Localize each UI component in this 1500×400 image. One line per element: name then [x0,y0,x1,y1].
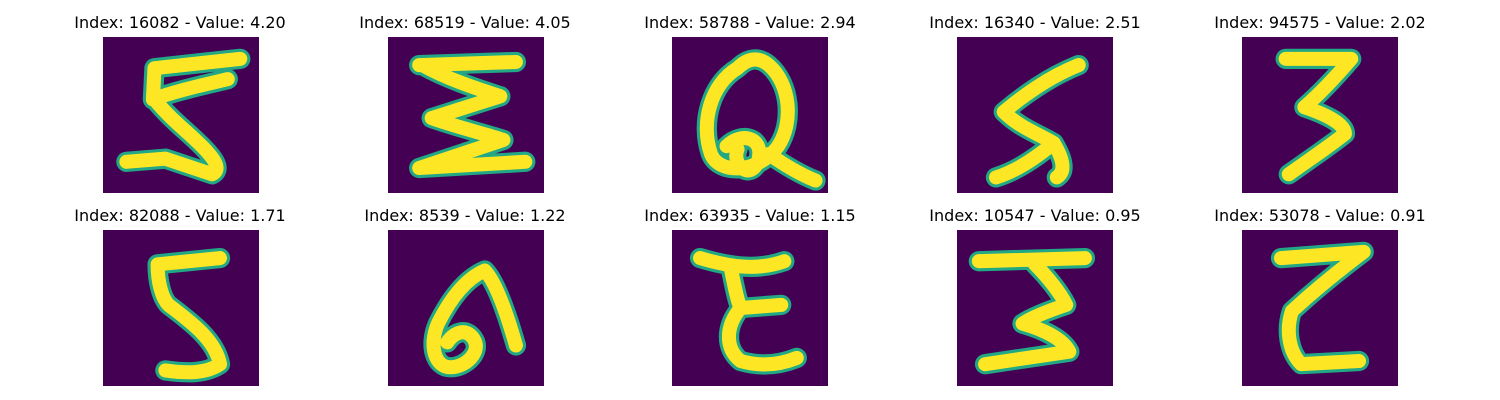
image-panel [672,230,828,386]
image-panels [103,37,1398,386]
panel-title: Index: 10547 - Value: 0.95 [929,206,1140,225]
stroke-core [971,251,1092,372]
glyph-3-stroke [1275,48,1362,185]
panel-title: Index: 58788 - Value: 2.94 [644,13,855,32]
glyph-ε-stroke [689,247,807,375]
glyph-5-stroke [147,247,231,383]
stroke-core [699,52,823,188]
image-panel [103,230,259,386]
stroke-core [119,51,248,182]
image-panel [103,37,259,193]
glyph-s-stroke [985,54,1089,188]
stroke-core [412,54,533,176]
image-background [957,37,1113,193]
panel-title: Index: 8539 - Value: 1.22 [364,206,565,225]
image-panel [388,230,544,386]
glyph-σ-stroke [409,51,536,179]
panel-title: Index: 94575 - Value: 2.02 [1214,13,1425,32]
panel-title: Index: 82088 - Value: 1.71 [74,206,285,225]
image-panel [1242,230,1398,386]
stroke-core [1278,51,1359,182]
panel-title: Index: 63935 - Value: 1.15 [644,206,855,225]
image-panel [957,230,1113,386]
image-panel [672,37,828,193]
panel-title: Index: 53078 - Value: 0.91 [1214,206,1425,225]
image-panel [388,37,544,193]
panel-title: Index: 68519 - Value: 4.05 [359,13,570,32]
image-panel [957,37,1113,193]
stroke-core [1273,244,1371,372]
panel-title: Index: 16082 - Value: 4.20 [74,13,285,32]
stroke-core [150,251,228,380]
glyph-3-stroke [968,247,1096,375]
stroke-core [693,251,804,372]
glyph-q-stroke [696,49,826,191]
stroke-core [988,58,1086,185]
glyph-6-stroke [423,260,527,378]
panel-title: Index: 16340 - Value: 2.51 [929,13,1140,32]
glyph-5-stroke [116,48,251,185]
glyph-z-stroke [1270,241,1374,375]
stroke-core [426,263,523,375]
image-panel [1242,37,1398,193]
